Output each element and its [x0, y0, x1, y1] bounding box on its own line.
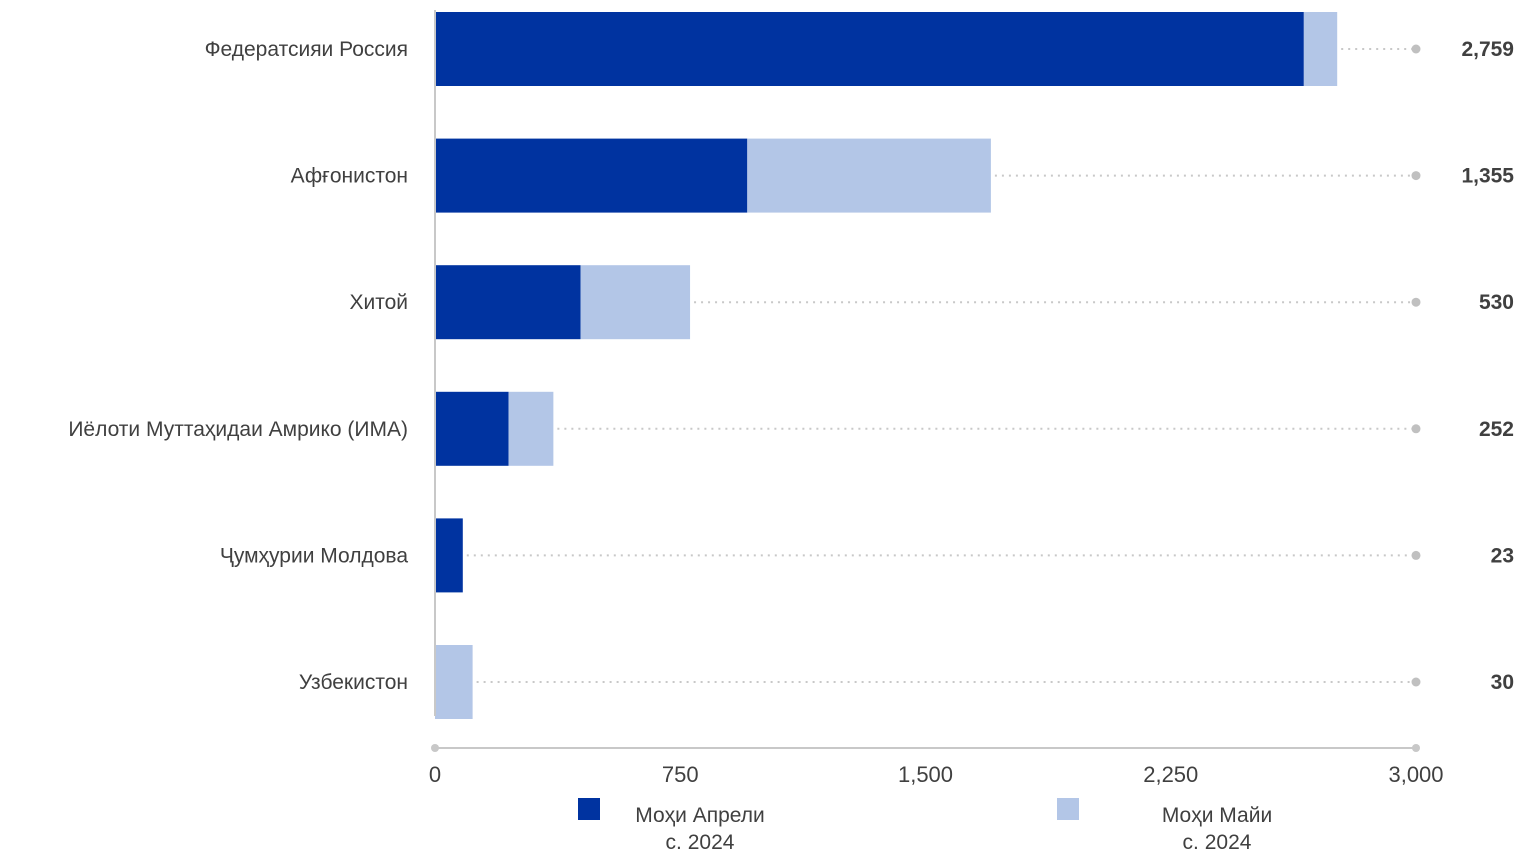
category-labels: Федератсияи Россия Афғонистон Хитой Иёлоти … [68, 38, 408, 694]
leader-dot-row5 [1411, 677, 1421, 687]
x-tick-label-4: 3,000 [1388, 762, 1443, 787]
x-tick-label-3: 2,250 [1143, 762, 1198, 787]
data-label-row1: 1,355 [1461, 165, 1514, 188]
category-label-row2: Хитой [349, 291, 408, 314]
bars [435, 12, 1338, 719]
bar-series1-row1 [747, 138, 991, 213]
bar-series0-row4 [435, 518, 463, 593]
data-label-row0: 2,759 [1461, 38, 1514, 61]
x-tick-labels: 0 750 1,500 2,250 3,000 [429, 762, 1444, 787]
x-tick-label-2: 1,500 [898, 762, 953, 787]
category-label-row3: Иёлоти Муттаҳидаи Амрико (ИМА) [68, 418, 408, 441]
bar-series0-row2 [435, 265, 581, 340]
data-labels: 2,759 1,355 530 252 23 30 [1461, 38, 1514, 694]
bar-series1-row2 [580, 265, 691, 340]
leader-lines [466, 44, 1421, 687]
bar-series1-row3 [508, 391, 554, 466]
x-axis-end-dot [1412, 744, 1420, 752]
legend-label-april: Моҳи Апрели с. 2024 [635, 804, 765, 854]
data-label-row3: 252 [1479, 418, 1514, 441]
legend-label-may: Моҳи Майи с. 2024 [1161, 804, 1273, 854]
x-tick-label-1: 750 [662, 762, 699, 787]
leader-dot-row3 [1411, 424, 1421, 434]
legend: Моҳи Апрели с. 2024 Моҳи Майи с. 2024 [0, 798, 1531, 858]
category-label-row4: Ҷумҳурии Молдова [220, 544, 408, 567]
axes [431, 10, 1420, 752]
data-label-row2: 530 [1479, 291, 1514, 314]
category-label-row5: Узбекистон [299, 671, 408, 694]
leader-dot-row0 [1411, 44, 1421, 54]
data-label-row4: 23 [1491, 544, 1514, 567]
x-tick-label-0: 0 [429, 762, 441, 787]
legend-swatch-april [578, 798, 600, 820]
bar-series0-row0 [435, 12, 1304, 86]
bar-series0-row1 [435, 138, 748, 213]
category-label-row1: Афғонистон [291, 165, 408, 188]
legend-swatch-may [1057, 798, 1079, 820]
category-label-row0: Федератсияи Россия [205, 38, 408, 61]
leader-dot-row1 [1411, 171, 1421, 181]
bar-series0-row3 [435, 391, 509, 466]
bar-series1-row5 [435, 645, 473, 719]
leader-dot-row4 [1411, 550, 1421, 560]
leader-dot-row2 [1411, 297, 1421, 307]
x-axis-start-dot [431, 744, 439, 752]
data-label-row5: 30 [1491, 671, 1514, 694]
bar-series1-row0 [1303, 12, 1338, 86]
